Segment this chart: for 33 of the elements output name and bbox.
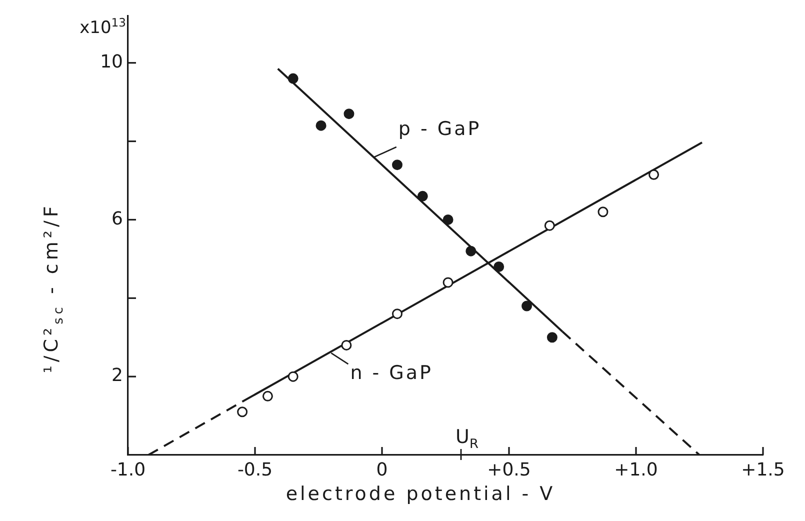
point	[392, 308, 402, 320]
x-tick-label: -0.5	[237, 459, 273, 480]
annotation: U$_{R}$	[456, 426, 478, 452]
x-axis-title: electrode potential - V	[286, 483, 556, 505]
point	[466, 246, 476, 256]
text: x10$^{13}$	[80, 15, 126, 38]
point	[341, 340, 352, 350]
point	[648, 169, 660, 180]
point	[494, 262, 504, 272]
point	[544, 220, 555, 231]
x-tick-label: +0.5	[487, 459, 531, 480]
point	[417, 190, 428, 202]
point	[288, 73, 298, 84]
point	[392, 160, 402, 170]
point	[546, 332, 558, 343]
point	[442, 214, 454, 225]
point	[522, 300, 532, 312]
point	[237, 406, 248, 418]
annotation: p - GaP	[398, 118, 482, 140]
y-tick-label: 2	[112, 365, 123, 386]
y-tick-label: 6	[112, 208, 123, 230]
x-tick-label: -1.0	[110, 459, 146, 480]
point	[316, 120, 326, 131]
annotation: n - GaP	[350, 362, 433, 384]
x-tick-label: 0	[376, 459, 388, 480]
y-tick-label: 10	[100, 52, 123, 73]
point	[262, 390, 273, 402]
x-tick-label: +1.5	[741, 459, 785, 480]
point	[598, 206, 608, 218]
x-tick-label: +1.0	[614, 459, 658, 480]
point	[288, 371, 298, 382]
point	[344, 108, 354, 120]
point	[442, 277, 454, 288]
